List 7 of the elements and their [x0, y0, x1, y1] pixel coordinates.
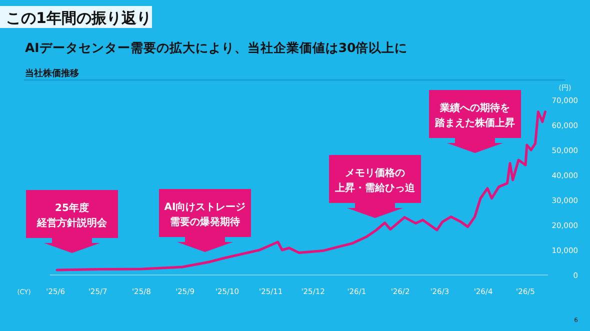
annotation: 25年度経営方針説明会	[36, 202, 108, 229]
chart-subtitle: 当社株価推移	[25, 68, 79, 79]
annotation: 業績への期待を踏まえた株価上昇	[434, 102, 515, 129]
annotation: AI向けストレージ需要の爆発期待	[164, 201, 246, 228]
chart-title: AIデータセンター需要の拡大により、当社企業価値は30倍以上に	[25, 40, 408, 55]
text: この1年間の振り返り	[6, 9, 152, 27]
annotation: メモリ価格の上昇・需給ひっ迫	[334, 167, 416, 194]
